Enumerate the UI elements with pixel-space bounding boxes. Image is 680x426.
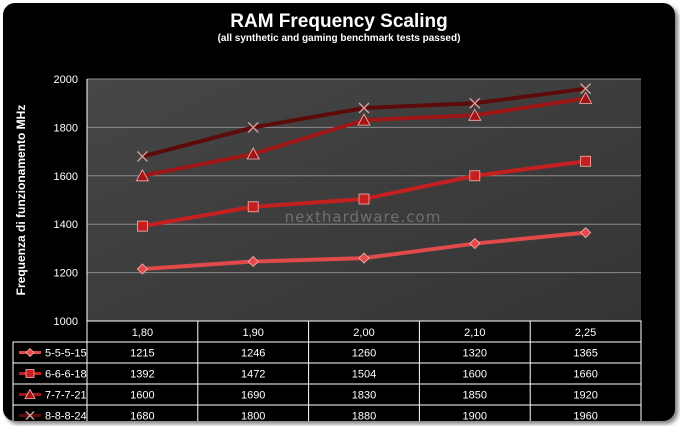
- data-label: 1600: [130, 390, 154, 402]
- chart-subtitle: (all synthetic and gaming benchmark test…: [218, 33, 461, 44]
- legend-series-name: 6-6-6-18: [45, 369, 87, 381]
- data-label: 1880: [352, 411, 376, 422]
- x-category-label: 2,25: [575, 327, 596, 339]
- y-axis-label: Frequenza di funzionamento MHz: [14, 105, 28, 296]
- y-tick-label: 1600: [54, 171, 78, 183]
- data-label: 1215: [130, 348, 154, 360]
- data-point: [469, 170, 481, 182]
- data-point: [135, 168, 150, 182]
- chart-frame: RAM Frequency Scaling (all synthetic and…: [3, 3, 675, 421]
- data-point: [247, 255, 259, 268]
- data-label: 1960: [573, 411, 597, 422]
- legend-key-marker: [25, 369, 35, 378]
- data-point: [580, 83, 592, 95]
- data-point: [136, 220, 148, 232]
- legend-key-marker: [24, 388, 36, 399]
- data-label: 1472: [241, 369, 265, 381]
- chart-title: RAM Frequency Scaling: [230, 11, 448, 32]
- data-label: 1392: [130, 369, 154, 381]
- data-point: [136, 263, 148, 275]
- legend-series-name: 7-7-7-21: [45, 390, 87, 402]
- x-category-label: 2,10: [464, 327, 485, 339]
- data-label: 1660: [573, 369, 597, 381]
- marker-stroke: [136, 150, 148, 162]
- data-label: 1920: [573, 390, 597, 402]
- legend-key-marker: [25, 347, 35, 358]
- data-point: [136, 150, 148, 162]
- data-label: 1830: [352, 390, 376, 402]
- data-point: [469, 237, 481, 250]
- data-label: 1690: [241, 390, 265, 402]
- marker-stroke: [247, 121, 259, 133]
- data-table: 1,80 1,90 2,00 2,10 2,25 5-5-5-15 1215 1246 1260…: [12, 320, 642, 422]
- data-label: 1800: [241, 411, 265, 422]
- y-tick-label: 1800: [54, 122, 78, 134]
- y-tick-label: 1200: [54, 268, 78, 280]
- data-point: [580, 227, 592, 239]
- x-category-label: 1,90: [242, 327, 263, 339]
- data-label: 1320: [463, 348, 487, 360]
- plot-area: 1000 1200 1400 1600 1800 2000 Frequenza di fun…: [14, 74, 641, 328]
- legend-series-name: 8-8-8-24: [45, 411, 87, 422]
- data-label: 1260: [352, 348, 376, 360]
- ram-frequency-chart: RAM Frequency Scaling (all synthetic and…: [12, 11, 642, 422]
- y-tick-label: 1400: [54, 219, 78, 231]
- data-point: [358, 102, 370, 114]
- marker-stroke: [358, 102, 370, 114]
- data-label: 1850: [463, 390, 487, 402]
- y-tick-label: 2000: [54, 74, 78, 86]
- legend-series-name: 5-5-5-15: [45, 348, 87, 360]
- y-tick-label: 1000: [54, 316, 78, 328]
- data-point: [247, 121, 259, 133]
- data-point: [469, 97, 481, 109]
- data-point: [578, 91, 593, 104]
- data-label: 1680: [130, 411, 154, 422]
- marker-stroke: [469, 97, 481, 109]
- data-point: [246, 147, 260, 160]
- data-label: 1246: [241, 348, 265, 360]
- data-label: 1600: [463, 369, 487, 381]
- data-point: [580, 155, 591, 167]
- data-point: [358, 193, 370, 205]
- x-category-label: 2,00: [353, 327, 374, 339]
- data-point: [357, 113, 371, 126]
- table-body-border: [12, 341, 642, 421]
- x-category-label: 1,80: [132, 327, 153, 339]
- watermark-text: nexthardware.com: [285, 208, 442, 226]
- data-point: [468, 108, 482, 121]
- legend-key-marker: [25, 411, 35, 420]
- data-label: 1900: [463, 411, 487, 422]
- data-point: [358, 252, 370, 264]
- data-point: [247, 201, 259, 213]
- marker-stroke: [580, 83, 592, 95]
- marker-stroke: [25, 411, 35, 420]
- data-label: 1365: [573, 348, 597, 360]
- data-label: 1504: [352, 369, 376, 381]
